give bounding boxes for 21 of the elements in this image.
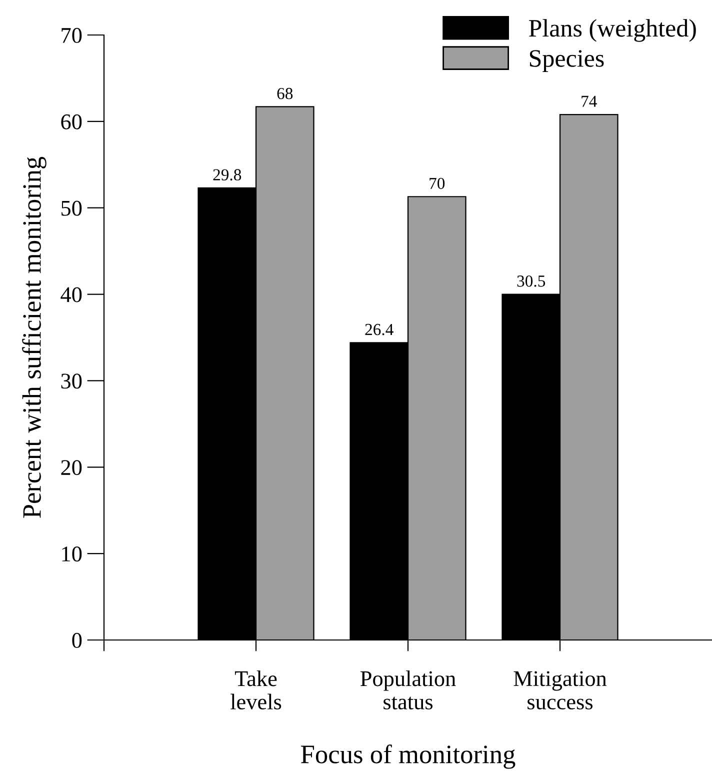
x-tick-label: Population status [360, 670, 456, 710]
x-tick-label: Mitigation success [514, 671, 607, 710]
annotation: 70 [430, 178, 445, 190]
y-tick-label: 20 [61, 460, 82, 476]
legend-label: Species [530, 50, 604, 72]
x-tick-label: Take levels [230, 670, 282, 710]
y-tick-label: 60 [61, 114, 82, 130]
annotation: 68 [277, 88, 293, 100]
x-axis-title: Focus of monitoring [301, 744, 516, 769]
y-tick-label: 10 [62, 546, 82, 562]
annotation: 30.5 [517, 275, 546, 287]
y-axis-title: Percent with sufficient monitoring [22, 156, 46, 518]
y-tick-label: 50 [62, 200, 82, 216]
y-tick-label: 70 [62, 28, 82, 43]
y-tick-label: 0 [72, 632, 82, 648]
annotation: 29.8 [213, 169, 242, 180]
annotation: 74 [582, 96, 597, 107]
legend-label: Plans (weighted) [529, 19, 696, 42]
y-tick-label: 40 [60, 287, 82, 302]
annotation: 26.4 [365, 324, 394, 336]
y-tick-label: 30 [61, 374, 82, 389]
